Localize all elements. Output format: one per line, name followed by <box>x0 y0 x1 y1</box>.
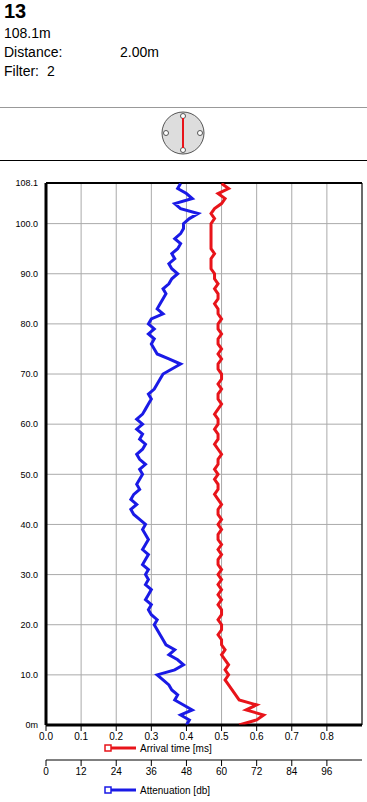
svg-text:40.0: 40.0 <box>20 520 38 530</box>
svg-text:0.3: 0.3 <box>144 731 158 742</box>
svg-text:72: 72 <box>251 766 263 777</box>
svg-text:48: 48 <box>181 766 193 777</box>
svg-text:90.0: 90.0 <box>20 269 38 279</box>
svg-text:20.0: 20.0 <box>20 620 38 630</box>
html-text:13: 13 <box>4 0 27 22</box>
svg-text:0.4: 0.4 <box>179 731 193 742</box>
svg-text:Attenuation [db]: Attenuation [db] <box>140 785 210 796</box>
svg-text:0.5: 0.5 <box>215 731 229 742</box>
html-text:Distance:: Distance: <box>4 44 63 60</box>
svg-text:0m: 0m <box>25 720 38 730</box>
svg-text:96: 96 <box>321 766 333 777</box>
svg-text:0.0: 0.0 <box>39 731 53 742</box>
svg-text:Arrival time [ms]: Arrival time [ms] <box>140 743 212 754</box>
svg-text:100.0: 100.0 <box>15 219 38 229</box>
svg-text:0.1: 0.1 <box>74 731 88 742</box>
html-text:2.00m: 2.00m <box>120 44 159 60</box>
svg-text:0.6: 0.6 <box>250 731 264 742</box>
svg-text:36: 36 <box>146 766 158 777</box>
svg-text:12: 12 <box>76 766 88 777</box>
svg-text:50.0: 50.0 <box>20 470 38 480</box>
svg-text:60.0: 60.0 <box>20 419 38 429</box>
svg-text:108.1: 108.1 <box>15 178 38 188</box>
svg-text:0.8: 0.8 <box>320 731 334 742</box>
svg-text:0.7: 0.7 <box>285 731 299 742</box>
svg-text:0: 0 <box>43 766 49 777</box>
svg-text:70.0: 70.0 <box>20 369 38 379</box>
svg-text:30.0: 30.0 <box>20 570 38 580</box>
svg-text:60: 60 <box>216 766 228 777</box>
html-text:Filter:: Filter: <box>4 63 39 79</box>
html-text:108.1m: 108.1m <box>4 25 51 41</box>
svg-text:84: 84 <box>286 766 298 777</box>
svg-text:0.2: 0.2 <box>109 731 123 742</box>
html-text:2: 2 <box>47 63 55 79</box>
svg-text:10.0: 10.0 <box>20 670 38 680</box>
svg-text:24: 24 <box>111 766 123 777</box>
svg-text:80.0: 80.0 <box>20 319 38 329</box>
